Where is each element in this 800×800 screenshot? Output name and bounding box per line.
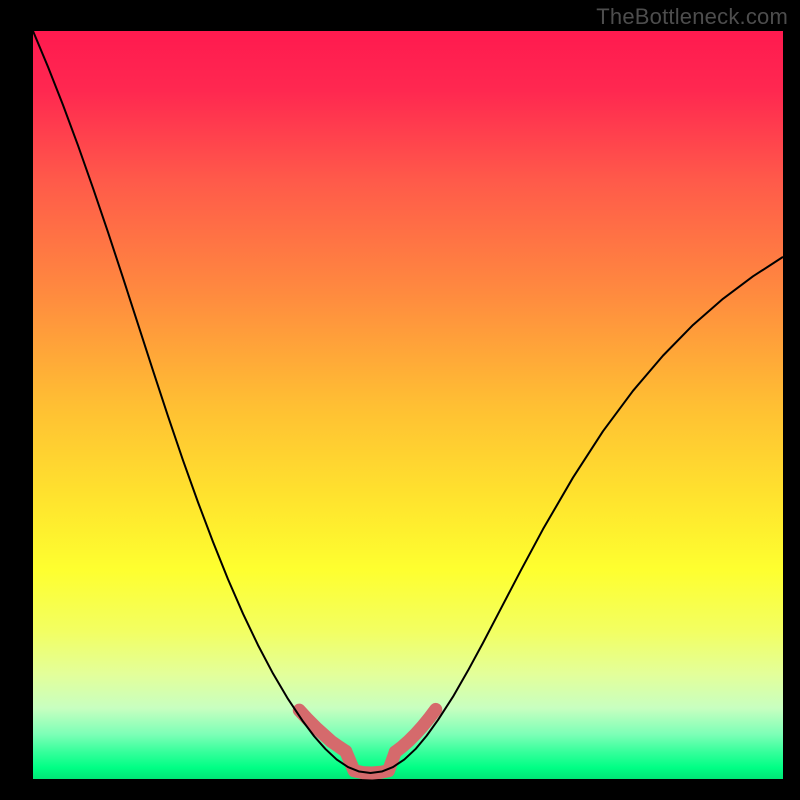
watermark-text: TheBottleneck.com xyxy=(596,4,788,30)
bottleneck-chart xyxy=(0,0,800,800)
chart-plot-area xyxy=(33,31,783,779)
